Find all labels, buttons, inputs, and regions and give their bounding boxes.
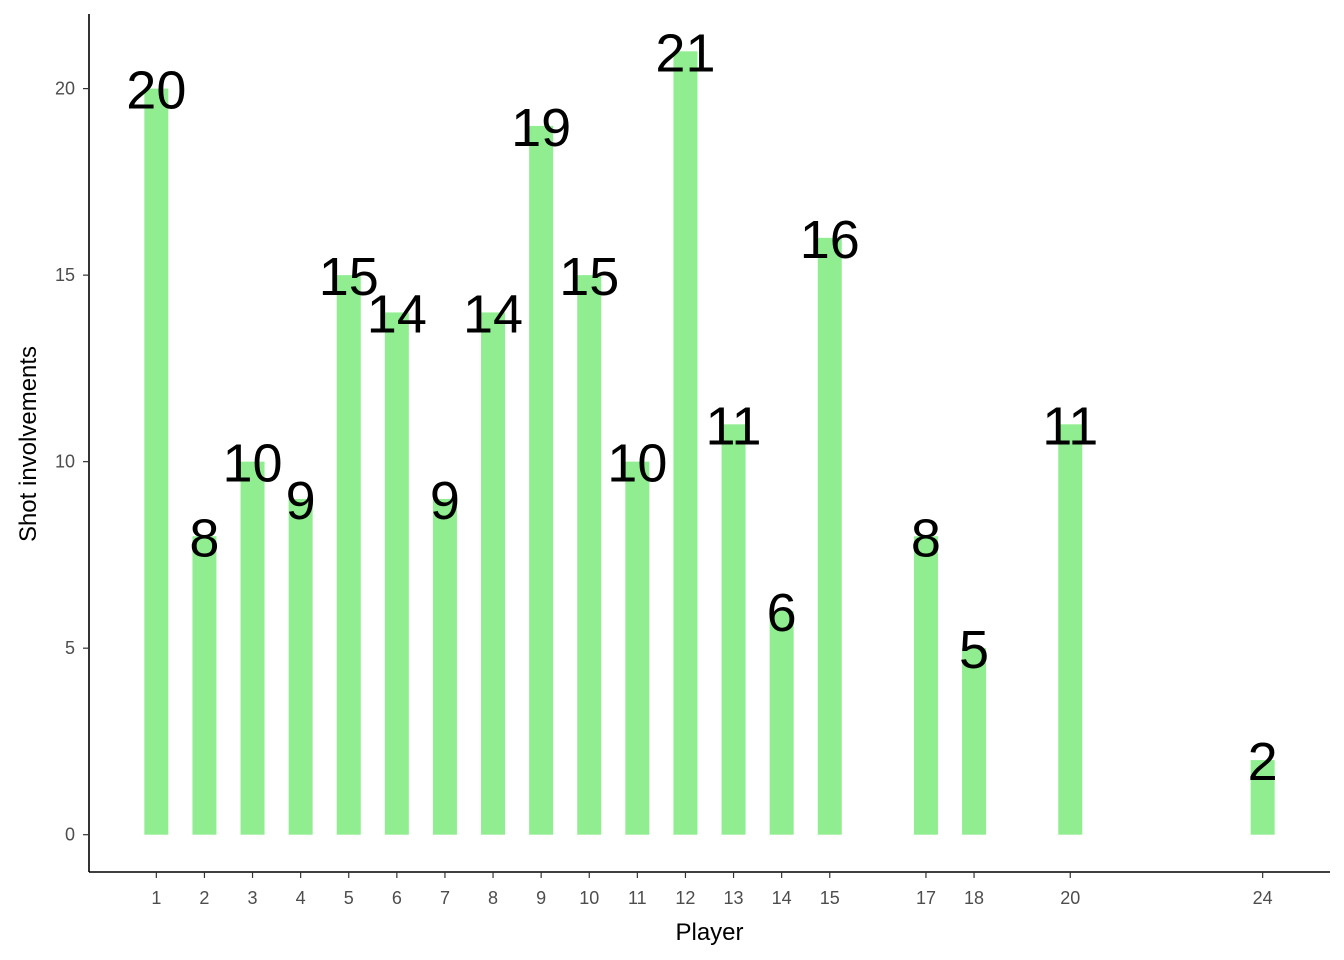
bar-player-13 (721, 424, 746, 835)
x-tick-label: 7 (440, 888, 450, 908)
data-label-player-9: 19 (511, 98, 571, 158)
axes-layer (88, 14, 1330, 873)
x-tick-label: 18 (964, 888, 984, 908)
x-tick-label: 4 (296, 888, 306, 908)
y-tick-label: 10 (55, 452, 75, 472)
bar-player-14 (769, 610, 794, 835)
bar-player-9 (529, 125, 554, 835)
x-tick-label: 5 (344, 888, 354, 908)
x-tick-label: 6 (392, 888, 402, 908)
x-tick-label: 20 (1060, 888, 1080, 908)
data-label-player-12: 21 (655, 23, 715, 83)
data-label-player-1: 20 (126, 61, 186, 121)
data-label-player-20: 11 (1042, 396, 1098, 456)
y-tick-label: 0 (65, 825, 75, 845)
data-label-player-14: 6 (767, 583, 797, 643)
bar-player-15 (817, 237, 842, 835)
x-tick-label: 2 (199, 888, 209, 908)
x-tick-label: 12 (675, 888, 695, 908)
x-tick-label: 1 (151, 888, 161, 908)
x-ticks-layer: 1 2 3 4 5 6 7 8 9 10 11 12 13 14 15 17 18 20 24 (151, 872, 1273, 908)
data-label-player-7: 9 (430, 471, 460, 531)
x-tick-label: 13 (724, 888, 744, 908)
data-label-player-4: 9 (286, 471, 316, 531)
bar-player-7 (432, 498, 457, 835)
data-label-player-13: 11 (706, 396, 762, 456)
bar-player-6 (384, 312, 409, 835)
data-label-player-17: 8 (911, 508, 941, 568)
data-label-player-8: 14 (463, 284, 523, 344)
bar-player-18 (962, 648, 987, 835)
x-tick-label: 10 (579, 888, 599, 908)
y-tick-label: 20 (55, 79, 75, 99)
x-tick-label: 9 (536, 888, 546, 908)
data-label-player-5: 15 (319, 247, 379, 307)
x-tick-label: 3 (248, 888, 258, 908)
bar-player-20 (1058, 424, 1083, 835)
bar-player-5 (336, 275, 361, 835)
bar-player-8 (481, 312, 506, 835)
x-tick-label: 8 (488, 888, 498, 908)
data-label-player-10: 15 (559, 247, 619, 307)
bar-player-1 (144, 88, 169, 835)
bar-player-10 (577, 275, 602, 835)
y-tick-label: 5 (65, 638, 75, 658)
y-axis-title: Shot involvements (15, 346, 42, 542)
bar-player-11 (625, 461, 650, 835)
bars-layer (144, 51, 1275, 835)
bar-player-12 (673, 51, 698, 835)
data-label-player-24: 2 (1248, 732, 1278, 792)
bar-player-3 (240, 461, 265, 835)
data-label-player-18: 5 (959, 620, 989, 680)
x-tick-label: 14 (772, 888, 792, 908)
data-label-player-15: 16 (800, 210, 860, 270)
x-tick-label: 17 (916, 888, 936, 908)
x-axis-title: Player (675, 919, 743, 946)
bar-player-24 (1250, 760, 1275, 835)
bar-player-17 (913, 536, 938, 835)
data-label-player-11: 10 (607, 434, 667, 494)
data-label-player-2: 8 (189, 508, 219, 568)
data-label-player-6: 14 (367, 284, 427, 344)
y-ticks-layer: 0 5 10 15 20 (55, 79, 89, 845)
x-tick-label: 11 (628, 888, 647, 908)
x-tick-label: 24 (1253, 888, 1273, 908)
x-tick-label: 15 (820, 888, 840, 908)
bar-player-2 (192, 536, 217, 835)
data-label-player-3: 10 (223, 434, 283, 494)
bar-player-4 (288, 498, 313, 835)
y-tick-label: 15 (55, 265, 75, 285)
